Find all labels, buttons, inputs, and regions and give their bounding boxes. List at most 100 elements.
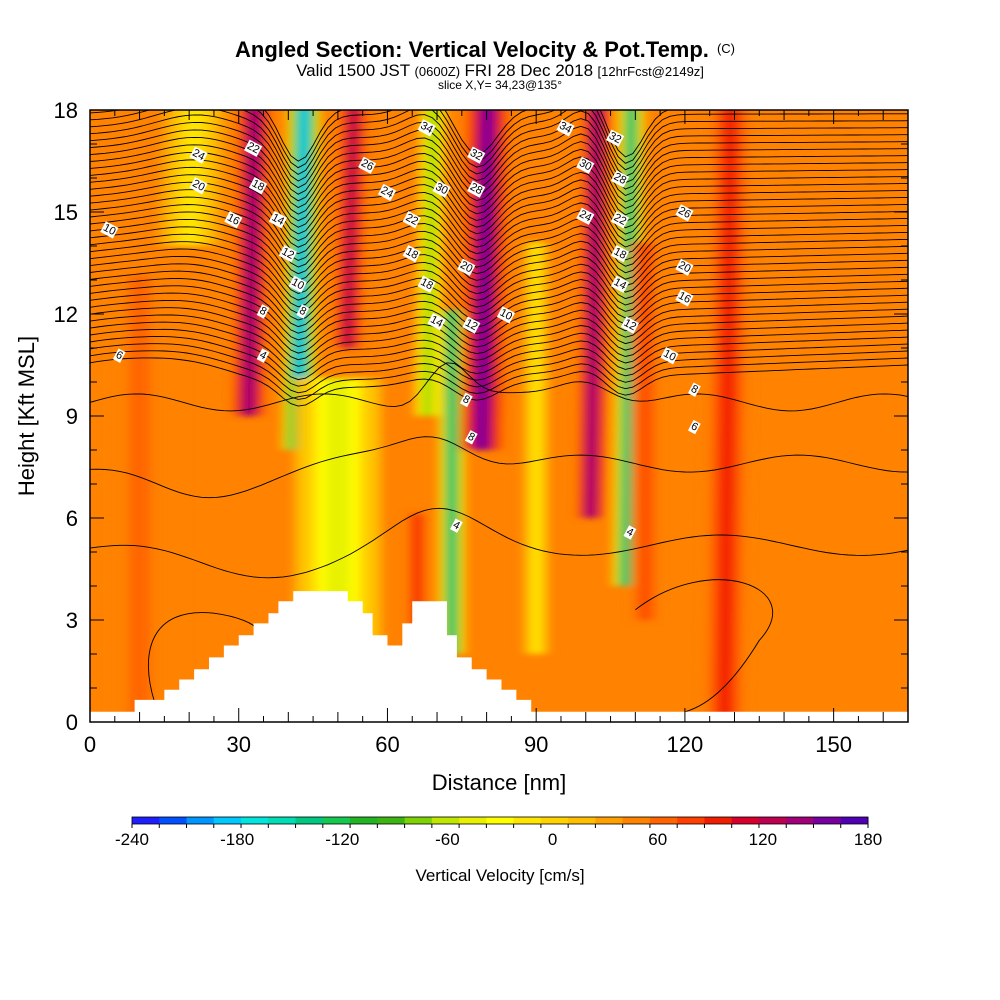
contour-label-box <box>296 304 310 319</box>
velocity-band <box>702 110 753 722</box>
contour-label-text: 20 <box>676 259 692 275</box>
colorbar-swatch <box>377 817 406 824</box>
contour-label-text: 22 <box>245 140 261 156</box>
contour-label: 4 <box>449 518 463 533</box>
contour-label: 18 <box>417 275 436 293</box>
velocity-bands <box>95 110 753 722</box>
colorbar-frame <box>131 816 869 825</box>
colorbar-swatch <box>568 817 596 824</box>
contour-label-text: 8 <box>258 305 269 318</box>
contour-label: 20 <box>675 258 694 276</box>
theta-contour <box>90 174 908 242</box>
colorbar-swatch <box>268 817 297 824</box>
contour-label-text: 8 <box>466 431 477 444</box>
slice-label: slice X,Y= 34,23@135° <box>438 78 562 92</box>
chart-subtitle: Valid 1500 JST (0600Z) FRI 28 Dec 2018 [… <box>296 61 704 80</box>
theta-contour <box>90 121 908 195</box>
contour-label-box <box>687 419 701 435</box>
contour-label-text: 4 <box>451 519 462 532</box>
contour-label-text: 26 <box>676 205 692 221</box>
contour-label: 12 <box>278 245 297 263</box>
theta-contour <box>90 218 908 281</box>
contour-label-text: 18 <box>250 178 266 194</box>
theta-contour <box>90 144 908 215</box>
theta-contour <box>264 110 670 162</box>
contour-label: 10 <box>288 275 307 293</box>
contour-label-box <box>377 183 397 202</box>
contour-label-text: 32 <box>607 130 623 146</box>
theta-contour <box>90 136 908 209</box>
contour-label-text: 14 <box>428 314 444 330</box>
contour-label-box <box>610 170 630 188</box>
theta-contour <box>90 226 908 288</box>
velocity-band <box>156 110 228 246</box>
contour-label: 28 <box>467 180 486 198</box>
contour-label: 28 <box>610 170 630 188</box>
contour-label-box <box>620 316 640 334</box>
x-axis-label: Distance [nm] <box>432 770 567 795</box>
contour-label-box <box>576 156 595 174</box>
x-tick-labels: 0 30 60 90 120 150 <box>84 732 852 757</box>
contour-label: 30 <box>432 180 451 198</box>
contour-label-box <box>100 221 119 239</box>
velocity-band-layer <box>719 110 736 722</box>
theta-contour <box>90 166 908 235</box>
y-tick-label: 0 <box>66 710 78 735</box>
contour-label-box <box>467 146 486 164</box>
velocity-band-layer <box>622 110 635 586</box>
contour-label-text: 30 <box>433 181 449 197</box>
contour-label: 18 <box>402 245 421 263</box>
contour-label-box <box>432 180 451 198</box>
contour-label-text: 10 <box>101 222 117 238</box>
contour-label-text: 6 <box>114 349 125 362</box>
contour-label-text: 20 <box>190 178 206 194</box>
contour-label: 16 <box>224 211 243 229</box>
contour-label-text: 8 <box>461 393 472 406</box>
theta-contour <box>90 248 908 308</box>
contour-label-box <box>457 258 476 276</box>
contour-label: 24 <box>189 146 208 164</box>
theta-contours <box>90 110 908 713</box>
contour-label-text: 28 <box>612 171 628 187</box>
colorbar-tick-label: -120 <box>325 830 359 849</box>
contour-label: 18 <box>248 177 268 195</box>
colorbar-tick-label: -60 <box>435 830 460 849</box>
axis-ticks <box>89 109 909 723</box>
contour-label-text: 22 <box>404 212 420 228</box>
contour-label-text: 16 <box>225 212 241 228</box>
velocity-band-layer <box>448 310 456 654</box>
contour-label-box <box>464 430 478 445</box>
contour-label-text: 10 <box>498 307 514 323</box>
theta-contour <box>90 350 908 400</box>
theta-contour <box>90 255 908 314</box>
colorbar-swatch <box>704 817 733 824</box>
y-tick-label: 9 <box>66 404 78 429</box>
colorbar-swatch <box>840 817 869 824</box>
theta-contour <box>90 189 908 255</box>
colorbar-tick-label: 0 <box>548 830 557 849</box>
colorbar-swatch <box>649 817 678 824</box>
theta-contour <box>635 579 774 713</box>
contour-label-text: 18 <box>418 276 434 292</box>
x-tick-label: 150 <box>815 732 852 757</box>
colorbar-tick-label: 180 <box>854 830 882 849</box>
contour-label-text: 14 <box>270 212 286 228</box>
contour-label: 10 <box>496 306 516 324</box>
contour-label-box <box>112 348 126 363</box>
colorbar-tick-label: -240 <box>115 830 149 849</box>
colorbar-tick-label: 60 <box>648 830 667 849</box>
theta-contour <box>148 612 259 702</box>
contour-label: 6 <box>687 419 701 435</box>
contour-label-text: 18 <box>612 246 628 262</box>
contour-label: 8 <box>256 304 270 319</box>
theta-contour <box>90 114 908 189</box>
y-tick-label: 15 <box>54 200 78 225</box>
velocity-band-layer <box>476 110 494 450</box>
contour-label: 8 <box>687 382 701 397</box>
contour-label-box <box>449 518 463 533</box>
colorbar-swatch <box>813 817 842 824</box>
theta-contour <box>90 507 908 579</box>
contour-label-box <box>610 245 630 263</box>
contour-label: 10 <box>100 221 119 239</box>
